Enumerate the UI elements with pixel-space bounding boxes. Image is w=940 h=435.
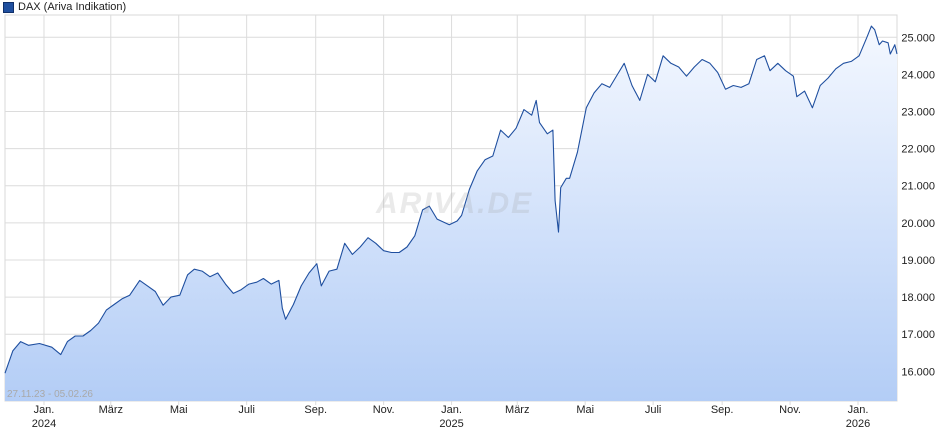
x-tick-label: Jan. xyxy=(34,404,55,416)
y-axis-labels: 16.000 17.000 18.000 19.000 20.000 21.000 22.0… xyxy=(901,32,935,378)
x-tick-label: März xyxy=(505,404,529,416)
y-tick-label: 20.000 xyxy=(901,218,935,230)
watermark: ARIVA.DE xyxy=(376,187,534,220)
y-tick-label: 16.000 xyxy=(901,366,935,378)
y-tick-label: 24.000 xyxy=(901,69,935,81)
x-tick-label: Mai xyxy=(170,404,188,416)
y-tick-label: 25.000 xyxy=(901,32,935,44)
y-tick-label: 22.000 xyxy=(901,144,935,156)
x-tick-label: Mai xyxy=(576,404,594,416)
y-tick-label: 18.000 xyxy=(901,292,935,304)
legend-swatch xyxy=(3,1,14,13)
legend-label: DAX (Ariva Indikation) xyxy=(18,1,127,13)
x-tick-year-label: 2025 xyxy=(439,418,463,430)
x-tick-label: Sep. xyxy=(304,404,327,416)
y-tick-label: 19.000 xyxy=(901,255,935,267)
legend: DAX (Ariva Indikation) xyxy=(3,0,126,14)
x-tick-label: März xyxy=(99,404,123,416)
x-tick-label: Nov. xyxy=(779,404,801,416)
x-tick-label: Juli xyxy=(238,404,255,416)
x-tick-year-label: 2024 xyxy=(32,418,56,430)
x-tick-label: Jan. xyxy=(848,404,869,416)
y-tick-label: 23.000 xyxy=(901,107,935,119)
y-tick-label: 21.000 xyxy=(901,181,935,193)
x-axis-labels: Jan. 2024 März Mai Juli Sep. Nov. Jan. 2025 März M… xyxy=(32,404,871,430)
y-tick-label: 17.000 xyxy=(901,329,935,341)
x-tick-label: Sep. xyxy=(711,404,734,416)
x-tick-year-label: 2026 xyxy=(846,418,870,430)
series-area xyxy=(5,26,897,401)
x-tick-label: Jan. xyxy=(441,404,462,416)
x-tick-label: Juli xyxy=(645,404,662,416)
series-line xyxy=(4,25,898,374)
date-range-label: 27.11.23 - 05.02.26 xyxy=(7,389,93,400)
x-tick-label: Nov. xyxy=(373,404,395,416)
